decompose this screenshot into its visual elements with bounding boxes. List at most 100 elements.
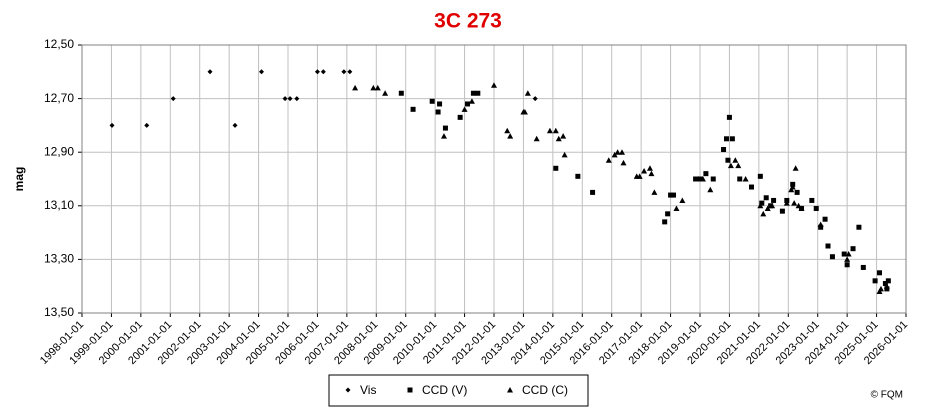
point <box>648 170 655 177</box>
point <box>465 101 471 107</box>
point <box>813 205 819 211</box>
point <box>287 96 293 102</box>
y-tick-label: 12,90 <box>44 144 74 158</box>
point <box>707 186 714 193</box>
point <box>347 69 353 75</box>
point <box>856 224 862 230</box>
point <box>314 69 320 75</box>
point <box>532 96 538 102</box>
point <box>232 122 238 128</box>
point <box>619 149 626 155</box>
point <box>605 157 612 163</box>
point <box>457 114 463 120</box>
point <box>561 151 568 158</box>
point <box>590 189 596 195</box>
legend-marker <box>507 387 513 393</box>
point <box>320 69 326 75</box>
point <box>729 136 735 142</box>
point <box>207 69 213 75</box>
point <box>757 202 764 209</box>
point <box>883 283 890 289</box>
point <box>468 98 475 104</box>
point <box>646 165 653 171</box>
point <box>742 176 749 182</box>
point <box>703 171 709 177</box>
point <box>884 286 890 292</box>
point <box>636 173 643 179</box>
point <box>860 264 866 270</box>
point <box>877 270 883 276</box>
point <box>841 251 847 257</box>
point <box>614 149 621 155</box>
point <box>844 256 851 262</box>
point <box>764 205 771 211</box>
point <box>822 216 828 222</box>
point <box>818 224 824 230</box>
plot-frame <box>81 44 907 314</box>
point <box>759 200 765 206</box>
point <box>507 133 514 139</box>
point <box>651 189 658 195</box>
legend-marker <box>407 387 413 393</box>
y-tick-label: 13,10 <box>44 198 74 212</box>
point <box>555 135 562 142</box>
point <box>769 202 776 209</box>
point <box>437 101 443 107</box>
legend-box <box>328 374 589 407</box>
point <box>749 184 754 190</box>
point <box>791 200 798 206</box>
point <box>798 205 805 211</box>
legend-label: Vis <box>360 383 376 397</box>
point <box>170 96 176 102</box>
point <box>783 200 790 206</box>
point <box>533 135 540 142</box>
point <box>370 84 377 91</box>
legend-marker <box>345 387 351 393</box>
y-tick-label: 12,50 <box>44 37 74 51</box>
point <box>470 90 476 96</box>
point <box>671 192 677 198</box>
point <box>789 184 796 190</box>
point <box>771 197 777 203</box>
point <box>341 69 347 75</box>
point <box>699 176 706 182</box>
point <box>374 84 381 91</box>
point <box>440 133 447 139</box>
point <box>850 246 856 252</box>
y-tick-label: 13,30 <box>44 252 74 266</box>
point <box>735 162 742 169</box>
point <box>294 96 300 102</box>
point <box>668 192 674 198</box>
point <box>794 189 800 195</box>
point <box>259 69 265 75</box>
point <box>882 281 888 287</box>
point <box>521 109 528 115</box>
point <box>723 136 729 142</box>
point <box>442 125 448 131</box>
credit: © FQM <box>871 390 903 401</box>
point <box>829 254 835 260</box>
point <box>872 278 878 284</box>
chart-title: 3C 273 <box>434 10 502 33</box>
point <box>757 173 763 179</box>
point <box>817 221 824 228</box>
point <box>575 173 581 179</box>
point <box>461 106 468 112</box>
point <box>662 219 668 225</box>
point <box>885 278 891 284</box>
point <box>665 211 671 217</box>
point <box>410 106 416 112</box>
point <box>475 90 481 96</box>
point <box>673 205 680 211</box>
point <box>435 109 441 115</box>
point <box>727 162 734 169</box>
point <box>721 147 727 153</box>
point <box>693 176 699 182</box>
legend-label: CCD (C) <box>522 383 568 397</box>
point <box>109 122 115 128</box>
point <box>546 127 553 134</box>
point <box>679 197 686 203</box>
point <box>726 114 732 120</box>
point <box>792 165 799 171</box>
